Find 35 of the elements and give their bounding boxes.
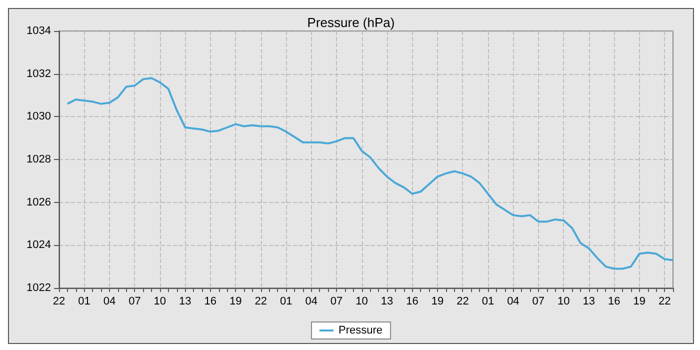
x-tick-label: 22 <box>52 296 66 308</box>
x-tick-label: 10 <box>558 296 570 308</box>
x-tick-label: 13 <box>582 296 596 308</box>
y-tick-label: 1026 <box>26 196 51 208</box>
x-tick-label: 04 <box>103 296 116 308</box>
y-tick-label: 1028 <box>26 154 51 166</box>
x-tick-label: 22 <box>456 296 469 308</box>
x-tick-label: 07 <box>128 296 141 308</box>
x-tick-label: 13 <box>179 296 192 308</box>
x-tick-label: 16 <box>204 296 217 308</box>
x-tick-label: 01 <box>78 296 90 308</box>
x-tick-label: 16 <box>608 296 620 308</box>
legend-label: Pressure <box>338 324 383 336</box>
x-tick-label: 22 <box>658 296 671 308</box>
x-tick-label: 01 <box>482 296 494 308</box>
x-tick-label: 19 <box>230 296 242 308</box>
y-tick-label: 1032 <box>26 68 51 80</box>
x-tick-label: 16 <box>406 296 418 308</box>
y-tick-label: 1034 <box>26 25 51 37</box>
x-tick-label: 19 <box>633 296 646 308</box>
y-tick-label: 1024 <box>26 239 51 252</box>
x-tick-label: 07 <box>532 296 545 308</box>
y-tick-label: 1022 <box>26 282 51 294</box>
x-tick-label: 10 <box>356 296 368 308</box>
y-tick-label: 1030 <box>26 110 51 123</box>
line-series <box>66 77 674 270</box>
x-tick-label: 04 <box>507 296 520 308</box>
x-tick-label: 19 <box>431 296 444 308</box>
chart-title: Pressure (hPa) <box>307 15 395 30</box>
x-tick-label: 01 <box>280 296 292 308</box>
x-tick-label: 04 <box>305 296 318 308</box>
x-tick-label: 13 <box>380 296 394 308</box>
x-tick-label: 07 <box>330 296 343 308</box>
x-tick-label: 22 <box>254 296 267 308</box>
x-tick-label: 10 <box>154 296 166 308</box>
